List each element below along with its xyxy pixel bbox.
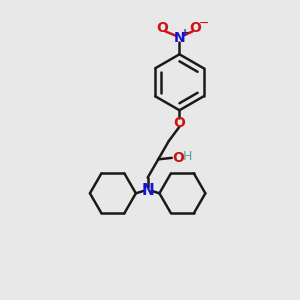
Text: N: N xyxy=(174,31,185,45)
Text: +: + xyxy=(181,28,189,38)
Text: O: O xyxy=(173,116,185,130)
Text: −: − xyxy=(199,17,209,30)
Text: H: H xyxy=(183,150,192,163)
Text: O: O xyxy=(190,20,202,34)
Text: O: O xyxy=(172,151,184,165)
Text: N: N xyxy=(141,183,154,198)
Text: O: O xyxy=(156,20,168,34)
